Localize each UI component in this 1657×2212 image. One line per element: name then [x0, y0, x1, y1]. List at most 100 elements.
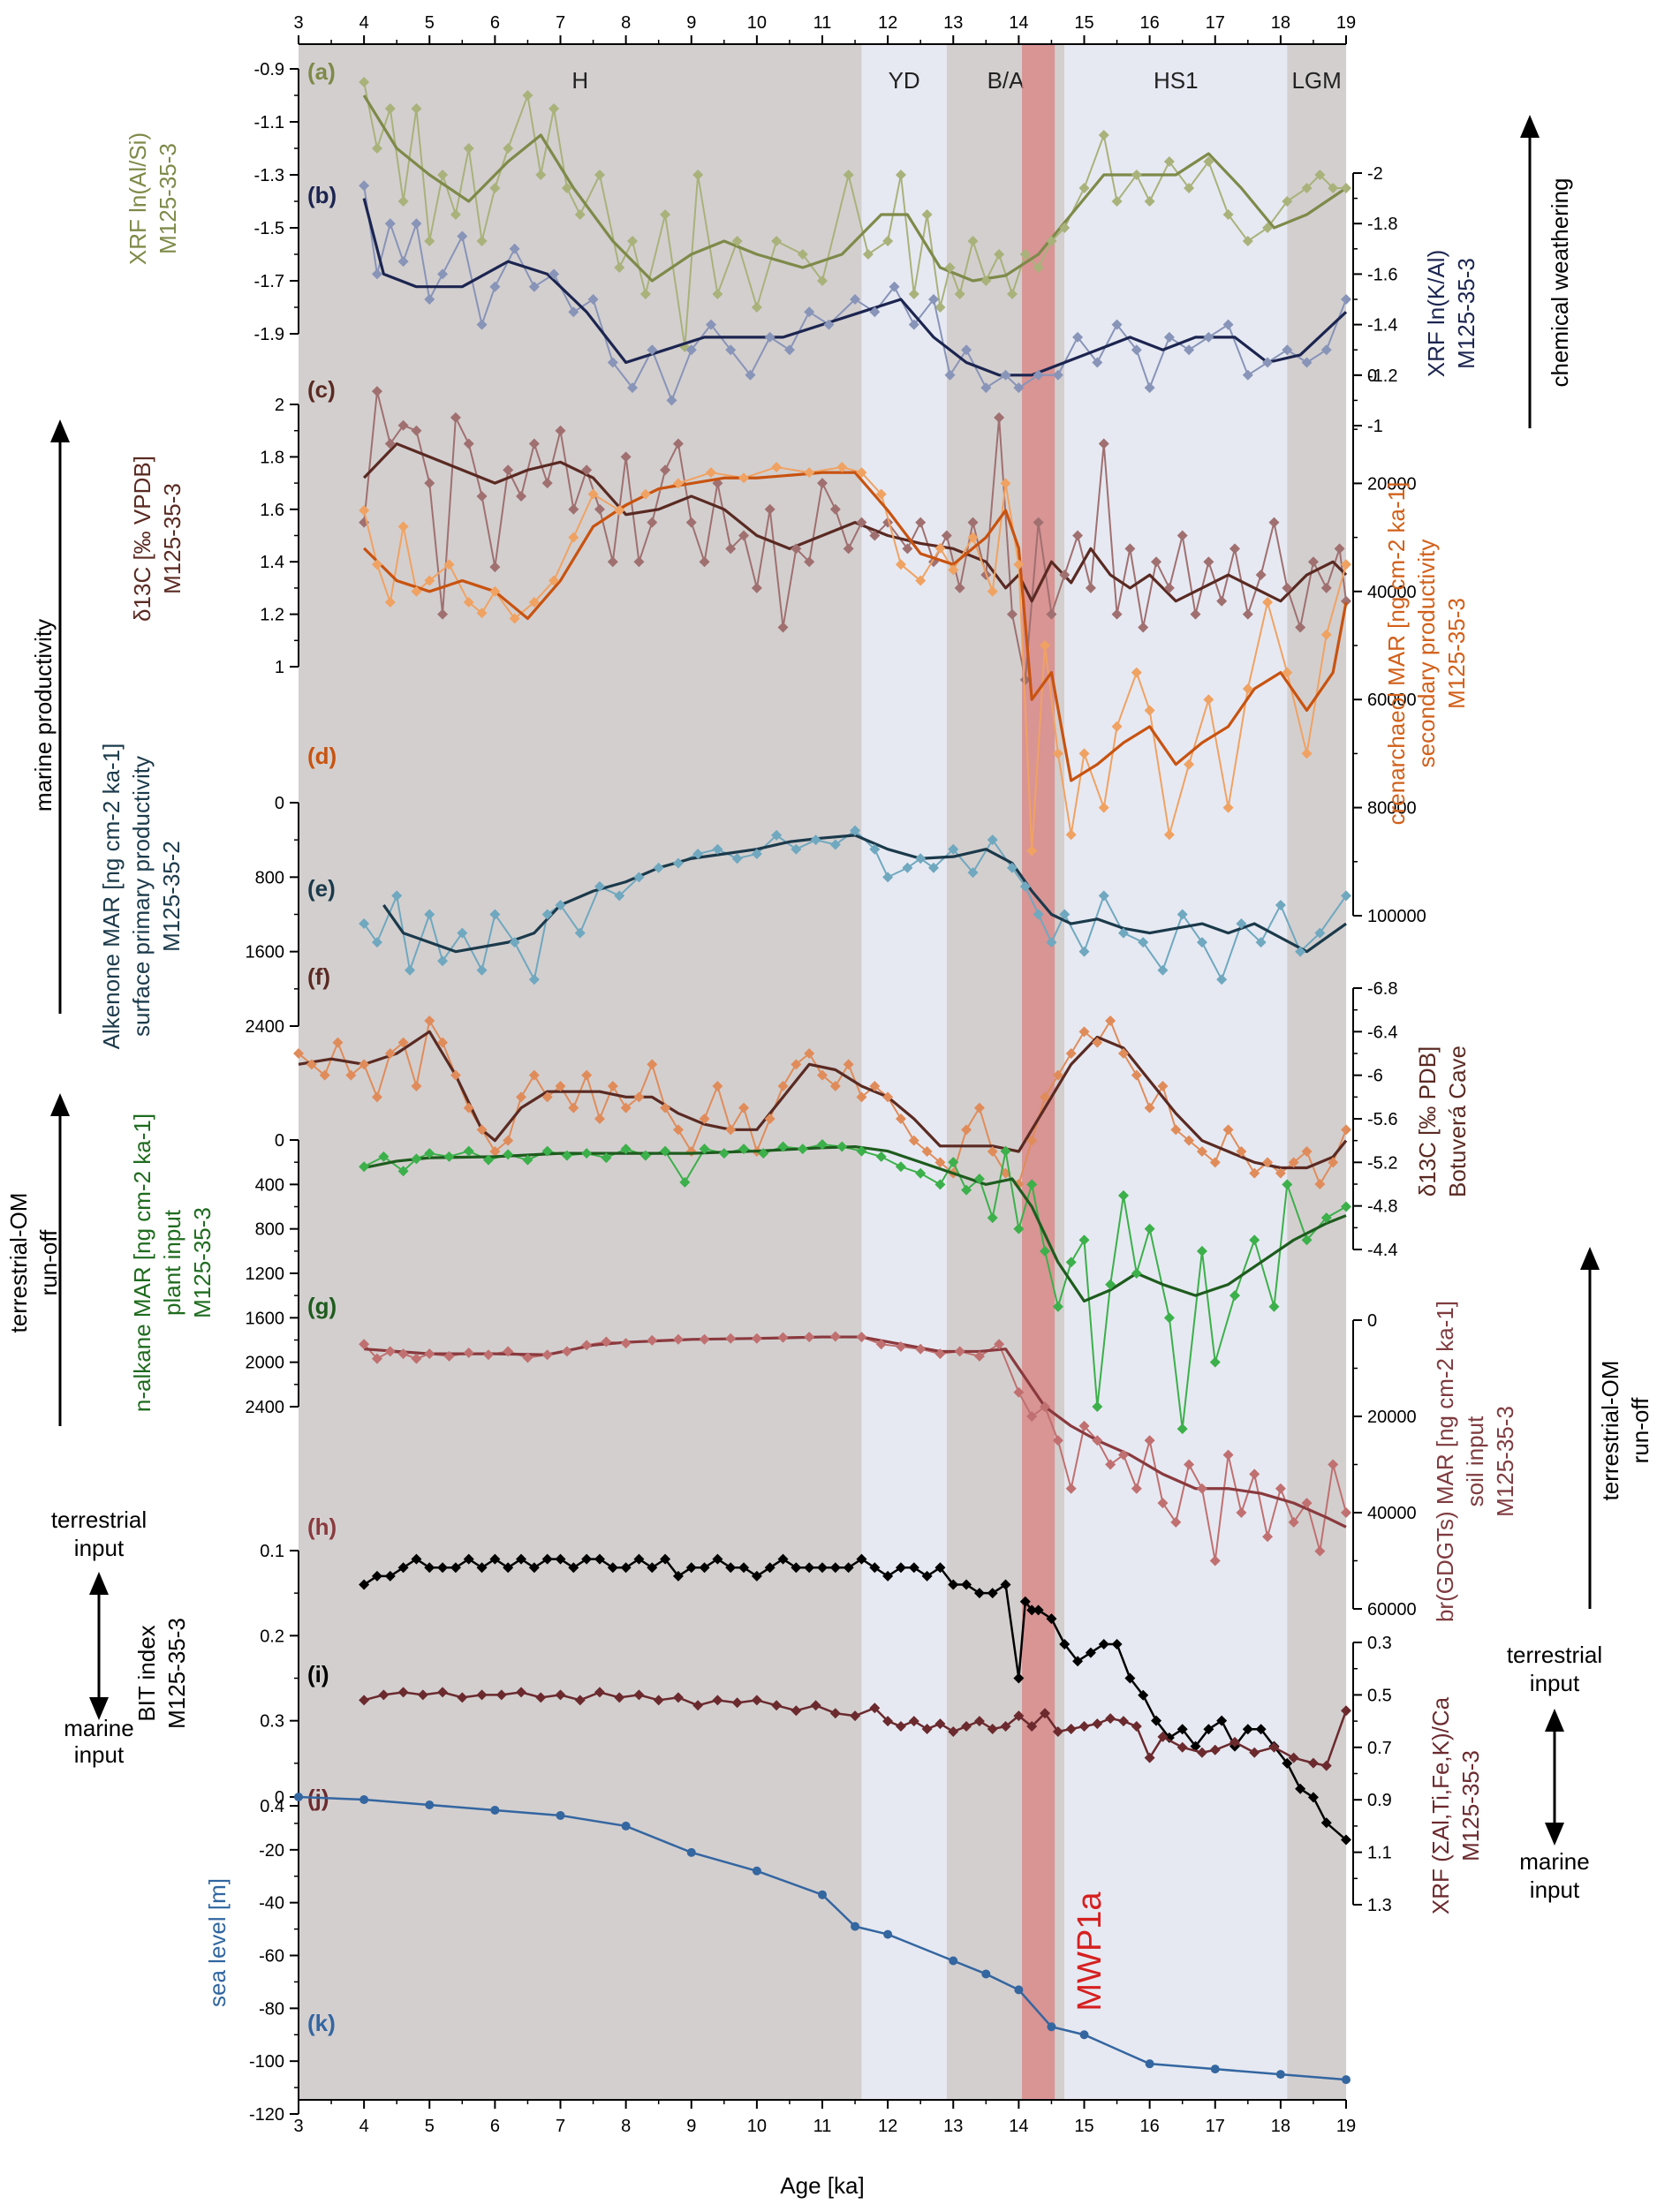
point-d	[1341, 559, 1351, 570]
point-b	[476, 319, 488, 330]
point-a	[450, 209, 461, 220]
point-j	[437, 1687, 449, 1698]
point-f	[672, 1124, 684, 1136]
point-f	[869, 1081, 881, 1091]
point-c	[541, 478, 553, 489]
point-a	[424, 236, 435, 246]
y-tick-label-e: 0	[275, 794, 284, 813]
y-tick-label-h: 40000	[1367, 1504, 1417, 1523]
point-g	[875, 1151, 887, 1162]
marine-productivity-label: marine productivity	[30, 619, 57, 812]
point-c	[738, 530, 750, 541]
point-g	[1040, 1245, 1051, 1257]
y-tick-label-b: -1.4	[1367, 316, 1397, 336]
point-c	[829, 503, 841, 515]
y-tick-label-j: 0.5	[1367, 1686, 1392, 1705]
point-g	[1320, 1212, 1332, 1224]
point-f	[633, 1091, 645, 1103]
y-tick-label-j: 0.3	[1367, 1634, 1392, 1653]
y-tick-label-c: 1.8	[260, 448, 284, 467]
point-b	[457, 230, 468, 242]
point-i	[411, 1553, 422, 1565]
point-c	[1190, 608, 1201, 620]
point-c	[568, 503, 579, 515]
point-j	[378, 1689, 390, 1701]
top-tick-label: 14	[1009, 13, 1028, 33]
x-axis-title: Age [ka]	[780, 2172, 864, 2199]
point-f	[528, 1069, 540, 1081]
point-i	[1138, 1689, 1149, 1701]
point-a	[561, 183, 572, 193]
point-h	[895, 1340, 906, 1352]
point-e	[633, 872, 645, 883]
terr-om-right-line: run-off	[1627, 1397, 1653, 1463]
point-c	[476, 490, 488, 502]
point-c	[685, 517, 697, 528]
point-a	[627, 236, 639, 246]
point-b	[1092, 357, 1103, 368]
bottom-tick-label: 14	[1009, 2117, 1028, 2136]
point-f	[1209, 1157, 1221, 1168]
point-g	[738, 1144, 750, 1155]
point-a	[549, 103, 560, 114]
point-d	[1052, 748, 1063, 759]
xrf-bottom-label: marine	[1519, 1848, 1589, 1875]
point-h	[647, 1334, 658, 1346]
zone-label-HS1: HS1	[1154, 67, 1199, 94]
bit-bottom-label-2: input	[74, 1741, 125, 1768]
point-h	[1301, 1498, 1313, 1509]
right-label-line-d: M125-35-3	[1443, 598, 1470, 709]
point-a	[908, 289, 919, 299]
y-tick-label-c: 1	[275, 658, 284, 677]
point-k	[949, 1956, 958, 1966]
y-tick-label-a: -1.5	[254, 219, 284, 238]
point-e	[882, 872, 894, 883]
point-g	[359, 1161, 370, 1173]
point-e	[948, 843, 959, 855]
top-tick-label: 15	[1074, 13, 1093, 33]
y-tick-label-k: -120	[249, 2105, 284, 2125]
point-c	[647, 517, 658, 528]
point-a	[384, 103, 396, 114]
point-j	[810, 1700, 821, 1711]
point-f	[1184, 1135, 1195, 1146]
point-d	[476, 608, 488, 619]
point-c	[994, 411, 1005, 423]
point-a	[692, 170, 704, 180]
point-f	[895, 1114, 906, 1124]
zone-label-H: H	[571, 67, 588, 94]
top-tick-label: 11	[813, 13, 832, 33]
point-f	[450, 1069, 461, 1081]
point-e	[967, 867, 979, 879]
point-c	[384, 438, 396, 449]
point-e	[1006, 862, 1018, 873]
point-i	[594, 1553, 605, 1565]
point-c	[463, 438, 474, 449]
panel-a: -0.9 -1.1 -1.3 -1.5 -1.7 -1.9 (a)	[254, 58, 1351, 352]
point-f	[424, 1015, 435, 1026]
point-c	[1072, 530, 1084, 541]
point-j	[829, 1708, 841, 1719]
point-f	[961, 1124, 972, 1136]
y-tick-label-b: -1	[1367, 417, 1383, 436]
point-f	[934, 1157, 946, 1168]
point-i	[961, 1579, 972, 1590]
point-h	[1196, 1483, 1207, 1494]
point-i	[1124, 1672, 1136, 1684]
point-c	[1163, 582, 1175, 593]
point-i	[607, 1562, 618, 1574]
point-i	[1098, 1638, 1109, 1650]
point-j	[1117, 1716, 1129, 1727]
point-h	[1184, 1459, 1195, 1470]
series-line-k	[298, 1795, 1347, 2081]
point-j	[633, 1689, 645, 1701]
point-a	[614, 262, 625, 273]
point-d	[1184, 759, 1195, 770]
right-label-h: br(GDGTs) MAR [ng cm-2 ka-1] soil input M1…	[1432, 1301, 1518, 1622]
point-a	[895, 170, 906, 180]
point-d	[1282, 667, 1293, 678]
point-g	[856, 1145, 867, 1157]
y-tick-label-i: 0.3	[260, 1712, 284, 1732]
point-a	[1131, 170, 1142, 180]
point-j	[1209, 1744, 1221, 1755]
